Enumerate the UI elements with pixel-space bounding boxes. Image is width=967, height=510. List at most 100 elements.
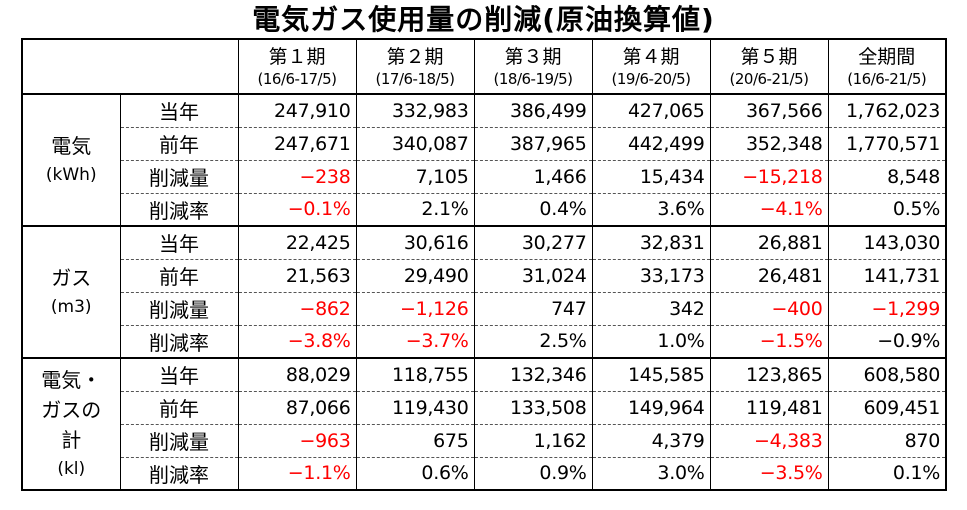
table-row: 削減率 −3.8% −3.7% 2.5% 1.0% −1.5% −0.9% (22, 325, 947, 359)
table-cell: 1,162 (474, 424, 593, 458)
table-cell: −15,218 (710, 160, 829, 194)
table-cell: 332,983 (356, 94, 475, 128)
table-cell: 0.4% (474, 193, 593, 227)
period-name: 第５期 (740, 45, 798, 68)
table-cell: −963 (238, 424, 357, 458)
table-cell: 2.1% (356, 193, 475, 227)
group-name: 電気・ガスの計 (41, 368, 102, 452)
table-cell: 870 (828, 424, 947, 458)
table-cell: −1,299 (828, 292, 947, 326)
table-cell: 141,731 (828, 259, 947, 293)
period-range: (17/6-18/5) (375, 69, 456, 88)
table-cell: 247,910 (238, 94, 357, 128)
table-cell: 145,585 (592, 358, 711, 392)
period-header: 第４期 (19/6-20/5) (592, 39, 711, 95)
table-cell: 132,346 (474, 358, 593, 392)
period-name: 第２期 (386, 45, 444, 68)
energy-reduction-table: 第１期 (16/6-17/5) 第２期 (17/6-18/5) 第３期 (18/6-19/… (21, 38, 947, 491)
period-name: 第１期 (268, 45, 326, 68)
table-row: 削減率 −1.1% 0.6% 0.9% 3.0% −3.5% 0.1% (22, 457, 947, 491)
table-cell: 340,087 (356, 127, 475, 161)
table-cell: 352,348 (710, 127, 829, 161)
table-cell: 15,434 (592, 160, 711, 194)
table-cell: −4,383 (710, 424, 829, 458)
table-cell: −3.7% (356, 325, 475, 359)
table-title: 電気ガス使用量の削減(原油換算値) (252, 3, 715, 36)
group-header: 電気・ガスの計 (kl) (22, 358, 121, 491)
table-row: 削減率 −0.1% 2.1% 0.4% 3.6% −4.1% 0.5% (22, 193, 947, 227)
table-cell: 0.1% (828, 457, 947, 491)
table-cell: 342 (592, 292, 711, 326)
row-label: 当年 (120, 358, 239, 392)
table-cell: 609,451 (828, 391, 947, 425)
table-cell: 133,508 (474, 391, 593, 425)
group-name: 電気 (51, 134, 92, 158)
table-cell: 118,755 (356, 358, 475, 392)
period-range: (19/6-20/5) (611, 69, 692, 88)
table-cell: −4.1% (710, 193, 829, 227)
table-cell: 1.0% (592, 325, 711, 359)
table-cell: 442,499 (592, 127, 711, 161)
table-cell: 143,030 (828, 226, 947, 260)
table-cell: 386,499 (474, 94, 593, 128)
table-cell: 7,105 (356, 160, 475, 194)
period-range: (16/6-17/5) (257, 69, 338, 88)
table-cell: 33,173 (592, 259, 711, 293)
table-cell: 1,770,571 (828, 127, 947, 161)
table-cell: −400 (710, 292, 829, 326)
table-cell: 3.6% (592, 193, 711, 227)
row-label: 前年 (120, 391, 239, 425)
table-cell: 87,066 (238, 391, 357, 425)
table-cell: 21,563 (238, 259, 357, 293)
period-header: 第３期 (18/6-19/5) (474, 39, 593, 95)
table-cell: 8,548 (828, 160, 947, 194)
group-header: 電気 (kWh) (22, 94, 121, 227)
row-label: 削減率 (120, 457, 239, 491)
table-row: 削減量 −963 675 1,162 4,379 −4,383 870 (22, 424, 947, 458)
table-cell: 1,466 (474, 160, 593, 194)
row-label: 前年 (120, 127, 239, 161)
table-cell: 747 (474, 292, 593, 326)
table-cell: 119,430 (356, 391, 475, 425)
table-cell: 29,490 (356, 259, 475, 293)
table-row: 前年 87,066 119,430 133,508 149,964 119,481 609,… (22, 391, 947, 425)
header-row: 第１期 (16/6-17/5) 第２期 (17/6-18/5) 第３期 (18/6-19/… (22, 39, 947, 95)
row-label: 削減量 (120, 424, 239, 458)
table-cell: 30,277 (474, 226, 593, 260)
table-cell: 26,481 (710, 259, 829, 293)
table-row: 前年 21,563 29,490 31,024 33,173 26,481 141,731 (22, 259, 947, 293)
group-unit: (m3) (50, 297, 92, 317)
table-cell: −3.5% (710, 457, 829, 491)
table-row: 電気・ガスの計 (kl) 当年 88,029 118,755 132,346 145,585… (22, 358, 947, 491)
table-cell: 427,065 (592, 94, 711, 128)
table-cell: 1,762,023 (828, 94, 947, 128)
table-cell: 26,881 (710, 226, 829, 260)
table-cell: 367,566 (710, 94, 829, 128)
table-row: 電気 (kWh) 当年 247,910 332,983 386,499 427,065 367… (22, 94, 947, 227)
row-label: 削減率 (120, 193, 239, 227)
group-name: ガス (51, 266, 92, 290)
table-cell: −1.5% (710, 325, 829, 359)
group-unit: (kl) (57, 459, 86, 479)
table-cell: 119,481 (710, 391, 829, 425)
table-cell: 608,580 (828, 358, 947, 392)
row-label: 前年 (120, 259, 239, 293)
period-range: (18/6-19/5) (493, 69, 574, 88)
table-row: 前年 247,671 340,087 387,965 442,499 352,348 1,7… (22, 127, 947, 161)
period-name: 第３期 (504, 45, 562, 68)
header-corner (22, 39, 239, 95)
table-row: ガス (m3) 当年 22,425 30,616 30,277 32,831 26,881 14… (22, 226, 947, 359)
table-cell: −862 (238, 292, 357, 326)
row-label: 削減量 (120, 292, 239, 326)
table-cell: 30,616 (356, 226, 475, 260)
row-label: 削減量 (120, 160, 239, 194)
table-cell: 2.5% (474, 325, 593, 359)
group-header: ガス (m3) (22, 226, 121, 359)
table-cell: −0.9% (828, 325, 947, 359)
table-row: 削減量 −862 −1,126 747 342 −400 −1,299 (22, 292, 947, 326)
table-cell: 0.9% (474, 457, 593, 491)
period-range: (16/6-21/5) (847, 69, 927, 88)
row-label: 当年 (120, 94, 239, 128)
period-range: (20/6-21/5) (729, 69, 810, 88)
table-cell: 22,425 (238, 226, 357, 260)
